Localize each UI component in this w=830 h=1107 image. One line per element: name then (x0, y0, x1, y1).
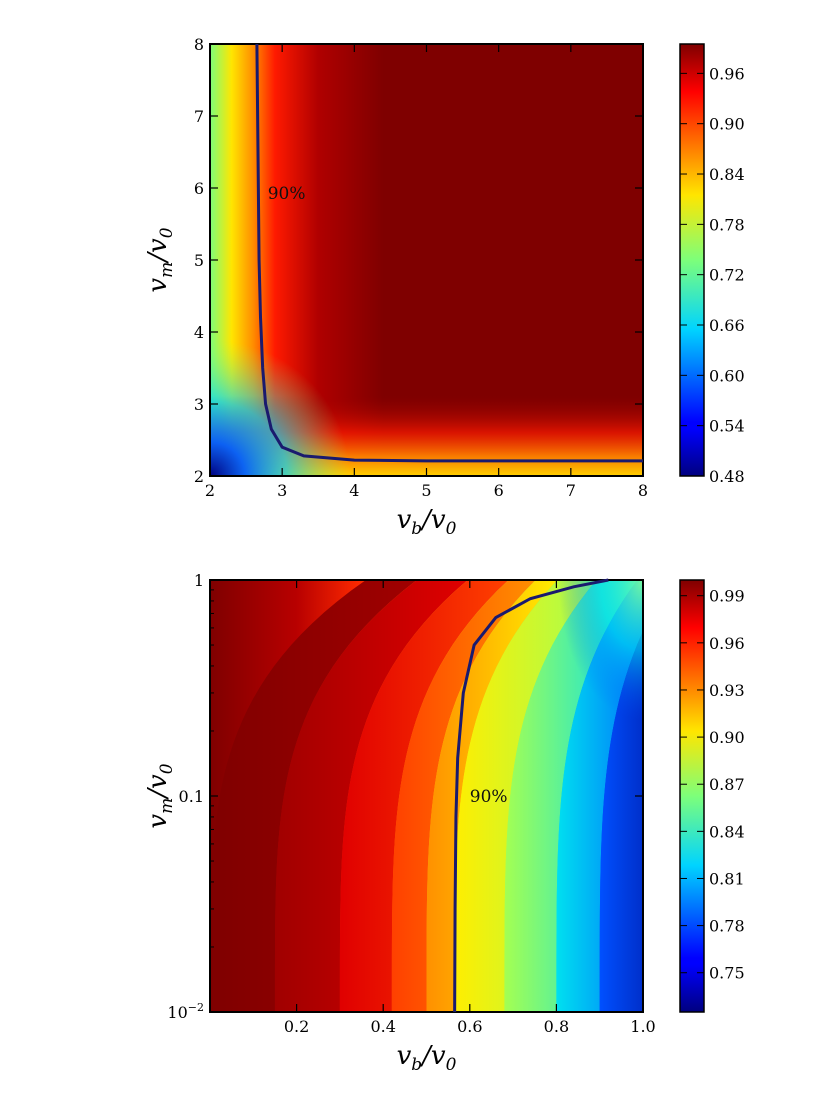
y-tick-label: 2 (194, 467, 204, 486)
colorbar-tick-label: 0.87 (709, 775, 745, 794)
x-axis-label: vb/v0 (397, 1041, 457, 1075)
heatmap-band (339, 580, 509, 1012)
y-tick-label: 0.1 (179, 787, 204, 806)
top-colorbar (680, 44, 704, 476)
x-tick-label: 0.2 (284, 1017, 309, 1036)
heatmap-band (454, 580, 597, 1012)
bottom-y-ticks: 10−2 0.1 1 (167, 571, 643, 1022)
top-contour-label: 90% (268, 184, 306, 204)
bottom-colorbar-ticks: 0.75 0.78 0.81 0.84 0.87 0.90 0.93 0.96 0.99 (680, 587, 745, 983)
colorbar-tick-label: 0.75 (709, 964, 745, 983)
y-tick-label: 4 (194, 323, 204, 342)
bottom-colorbar (680, 580, 704, 1012)
x-tick-label: 0.8 (544, 1017, 569, 1036)
heatmap-band (210, 580, 417, 1012)
colorbar-tick-label: 0.48 (709, 467, 745, 486)
top-colorbar-ticks: 0.48 0.54 0.60 0.66 0.72 0.78 0.84 0.90 0.96 (680, 64, 745, 486)
x-tick-label: 6 (494, 481, 504, 500)
top-x-label: vb/v0 (397, 505, 457, 539)
colorbar-tick-label: 0.84 (709, 822, 745, 841)
bottom-x-label: vb/v0 (397, 1041, 457, 1075)
x-tick-label: 0.4 (370, 1017, 395, 1036)
bottom-y-label: vm/v0 (143, 763, 177, 828)
bottom-heatmap (210, 580, 643, 1012)
bottom-x-ticks: 0.2 0.4 0.6 0.8 1.0 (284, 580, 656, 1036)
heatmap-band (391, 580, 536, 1012)
y-tick-label: 5 (194, 251, 204, 270)
heatmap-band (426, 580, 558, 1012)
bottom-panel: 90% 0.2 0.4 0.6 0.8 1.0 10−2 0.1 1 vb/v0 vm/v0… (143, 571, 745, 1075)
colorbar-tick-label: 0.90 (709, 115, 745, 134)
heatmap-band (274, 580, 468, 1012)
x-tick-label: 0.6 (457, 1017, 482, 1036)
heatmap-corner (521, 580, 643, 780)
colorbar-tick-label: 0.78 (709, 917, 745, 936)
y-tick-label: 7 (194, 107, 204, 126)
x-tick-label: 3 (277, 481, 287, 500)
colorbar-tick-label: 0.72 (709, 266, 745, 285)
colorbar-tick-label: 0.81 (709, 869, 745, 888)
x-tick-label: 7 (566, 481, 576, 500)
colorbar-tick-label: 0.99 (709, 587, 745, 606)
y-axis-label: vm/v0 (143, 763, 177, 828)
colorbar-tick-label: 0.96 (709, 634, 745, 653)
y-tick-label: 3 (194, 395, 204, 414)
x-axis-label: vb/v0 (397, 505, 457, 539)
colorbar-tick-label: 0.54 (709, 417, 745, 436)
y-tick-label: 8 (194, 35, 204, 54)
top-y-label: vm/v0 (143, 227, 177, 292)
colorbar-tick-label: 0.66 (709, 316, 745, 335)
x-tick-label: 1.0 (630, 1017, 655, 1036)
x-tick-label: 4 (349, 481, 359, 500)
x-tick-label: 8 (638, 481, 648, 500)
x-tick-label: 2 (205, 481, 215, 500)
y-tick-label: 10−2 (167, 1001, 204, 1022)
y-tick-label: 1 (194, 571, 204, 590)
y-tick-label: 6 (194, 179, 204, 198)
bottom-contour-90 (453, 578, 609, 1013)
colorbar-tick-label: 0.60 (709, 366, 745, 385)
y-axis-label: vm/v0 (143, 227, 177, 292)
bottom-contour-label: 90% (470, 787, 508, 807)
top-panel: 90% 2 3 4 5 6 7 8 2 3 4 5 6 7 8 vb/v0 vm/v0 0.48 0.54… (143, 35, 745, 539)
colorbar-tick-label: 0.96 (709, 64, 745, 83)
colorbar-tick-label: 0.84 (709, 165, 745, 184)
x-tick-label: 5 (421, 481, 431, 500)
top-y-ticks: 2 3 4 5 6 7 8 (194, 35, 643, 486)
top-heatmap (210, 44, 643, 476)
top-contour-90 (255, 43, 643, 463)
colorbar-tick-label: 0.93 (709, 681, 745, 700)
top-x-ticks: 2 3 4 5 6 7 8 (205, 44, 648, 500)
colorbar-tick-label: 0.90 (709, 728, 745, 747)
colorbar-tick-label: 0.78 (709, 215, 745, 234)
